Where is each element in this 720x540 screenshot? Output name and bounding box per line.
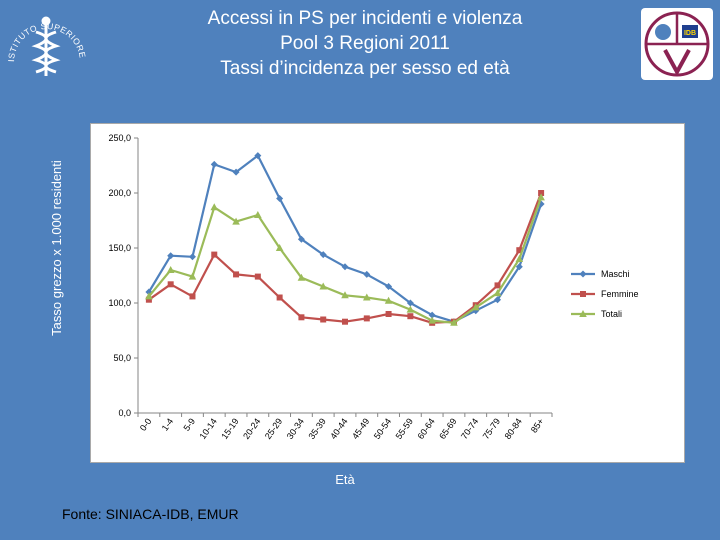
data-point [275,244,284,251]
x-tick-label: 5-9 [181,416,197,432]
x-tick-label: 15-19 [219,416,240,441]
data-point [254,211,262,218]
y-tick-label: 250,0 [108,133,131,143]
data-point [276,195,284,202]
data-point [362,293,371,301]
data-point [232,168,240,176]
x-tick-label: 85+ [529,416,546,434]
x-tick-label: 0-0 [138,416,154,432]
data-point [580,291,586,297]
data-point [471,303,480,311]
data-point [579,270,587,278]
data-point [363,315,370,322]
data-point [407,313,414,320]
data-point [516,247,523,254]
y-tick-label: 50,0 [113,353,131,363]
x-tick-label: 40-44 [328,416,349,441]
data-point [145,292,153,300]
data-point [298,314,305,321]
x-tick-label: 35-39 [306,416,327,441]
data-point [167,281,174,288]
data-point [537,200,545,208]
x-tick-label: 75-79 [481,416,502,441]
y-tick-label: 100,0 [108,298,131,308]
data-point [450,318,458,326]
y-axis-label: Tasso grezzo x 1.000 residenti [49,160,64,336]
data-point [166,266,175,273]
siniaca-idb-logo: IDB [641,8,713,80]
data-point [145,296,152,303]
data-point [254,273,261,280]
data-point [188,253,196,261]
x-tick-label: 45-49 [350,416,371,441]
data-point [211,251,218,258]
x-tick-label: 70-74 [459,416,480,441]
line-chart: 0,0 50,0 100,0 150,0 200,0 250,0 0-0 1-4 5-9 10-1… [108,133,639,441]
x-tick-label: 65-69 [437,416,458,441]
idb-badge: IDB [684,30,696,37]
x-axis-label: Età [335,472,355,487]
data-point [167,252,175,260]
data-point [537,193,545,201]
source-note: Fonte: SINIACA-IDB, EMUR [62,506,239,522]
data-point [145,288,153,296]
legend-label-maschi: Maschi [601,269,630,279]
data-point [297,235,305,243]
data-point [363,270,371,278]
data-point [210,160,218,168]
data-point [385,311,392,317]
data-point [494,282,501,289]
istituto-superiore-sanita-logo: ISTITUTO SUPERIORE DI SANITÀ [0,0,92,84]
data-point [319,282,328,290]
data-point [406,305,415,313]
data-point [320,316,327,323]
y-tick-label: 0,0 [118,408,131,418]
x-tick-label: 30-34 [285,416,306,441]
x-tick-label: 60-64 [415,416,436,441]
data-point [406,299,414,307]
data-point [493,289,502,297]
legend-label-totali: Totali [601,309,622,319]
data-point [579,310,587,317]
data-point [428,311,436,319]
data-point [232,217,240,225]
data-point [385,283,393,290]
x-tick-label: 55-59 [394,416,415,441]
legend-label-femmine: Femmine [601,289,639,299]
x-tick-label: 50-54 [372,416,393,441]
data-point [515,255,524,262]
data-point [341,291,349,299]
data-point [515,263,523,271]
globe-icon [655,24,671,40]
data-point [341,263,349,271]
data-point [276,294,283,301]
x-tick-label: 25-29 [263,416,284,441]
data-point [297,273,306,281]
x-tick-label: 80-84 [503,416,524,441]
data-point [233,271,240,278]
data-point [428,316,436,324]
data-point [342,318,348,325]
slide-title: Accessi in PS per incidenti e violenza P… [120,6,610,81]
title-line-3: Tassi d’incidenza per sesso ed età [220,58,510,79]
caduceus-icon [31,16,61,76]
data-point [188,272,197,280]
x-tick-label: 1-4 [160,416,176,432]
x-tick-label: 20-24 [241,416,262,441]
data-point [210,203,219,211]
y-tick-label: 200,0 [108,188,131,198]
chart-area: 0,0 50,0 100,0 150,0 200,0 250,0 0-0 1-4 5-9 10-1… [90,123,685,463]
data-point [538,190,545,196]
data-point [189,293,196,300]
series-line-totali [148,197,543,324]
data-point [254,152,262,160]
data-point [319,251,327,259]
y-tick-label: 150,0 [108,243,131,253]
x-tick-label: 10-14 [197,416,218,441]
title-line-2: Pool 3 Regioni 2011 [280,33,450,54]
title-line-1: Accessi in PS per incidenti e violenza [207,8,523,29]
data-point [494,296,502,304]
data-point [384,296,393,304]
